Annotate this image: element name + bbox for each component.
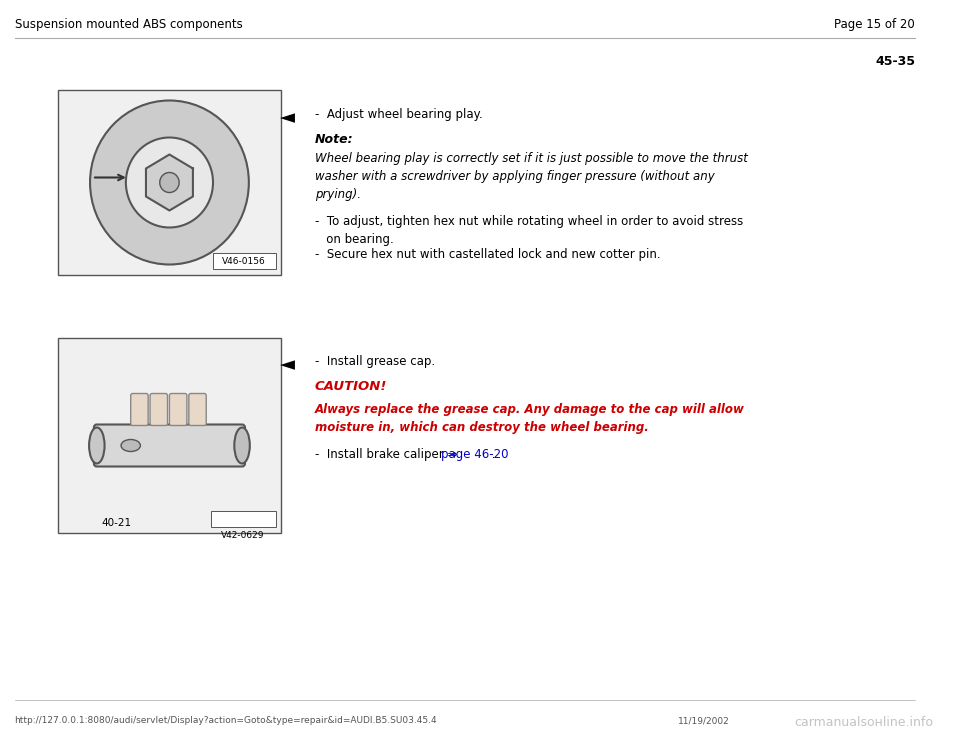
Text: 45-35: 45-35 [875,55,915,68]
Ellipse shape [234,427,250,464]
Text: Note:: Note: [315,133,353,146]
Text: page 46-20: page 46-20 [442,448,509,461]
Text: http://127.0.0.1:8080/audi/servlet/Display?action=Goto&type=repair&id=AUDI.B5.SU: http://127.0.0.1:8080/audi/servlet/Displ… [14,716,437,725]
Circle shape [159,172,180,192]
Bar [59,338,280,533]
Text: ◄: ◄ [280,108,296,127]
Ellipse shape [121,439,140,451]
Text: -  Adjust wheel bearing play.: - Adjust wheel bearing play. [315,108,483,121]
Text: -  Install grease cap.: - Install grease cap. [315,355,435,368]
Text: Always replace the grease cap. Any damage to the cap will allow
moisture in, whi: Always replace the grease cap. Any damag… [315,403,745,434]
Text: -  Install brake caliper ⇒: - Install brake caliper ⇒ [315,448,461,461]
Ellipse shape [89,427,105,464]
Text: Suspension mounted ABS components: Suspension mounted ABS components [14,18,242,31]
Bar [59,90,280,275]
Text: ◄: ◄ [280,355,296,374]
Text: Wheel bearing play is correctly set if it is just possible to move the thrust
wa: Wheel bearing play is correctly set if i… [315,152,748,201]
Circle shape [90,100,249,264]
Text: 40-21: 40-21 [101,518,132,528]
FancyBboxPatch shape [189,393,206,425]
Bar [211,511,276,527]
Text: CAUTION!: CAUTION! [315,380,387,393]
Text: .: . [489,448,496,461]
FancyBboxPatch shape [170,393,187,425]
Bar [213,253,276,269]
Circle shape [126,137,213,228]
FancyBboxPatch shape [150,393,167,425]
Text: V46-0156: V46-0156 [222,257,266,266]
Polygon shape [146,154,193,211]
FancyBboxPatch shape [94,424,245,467]
Text: carmanualsонline.info: carmanualsонline.info [794,716,933,729]
FancyBboxPatch shape [131,393,148,425]
Text: 11/19/2002: 11/19/2002 [678,716,730,725]
Text: Page 15 of 20: Page 15 of 20 [834,18,915,31]
Text: V42-0629: V42-0629 [221,531,265,539]
Text: -  Secure hex nut with castellated lock and new cotter pin.: - Secure hex nut with castellated lock a… [315,248,660,261]
Text: -  To adjust, tighten hex nut while rotating wheel in order to avoid stress
   o: - To adjust, tighten hex nut while rotat… [315,215,743,246]
